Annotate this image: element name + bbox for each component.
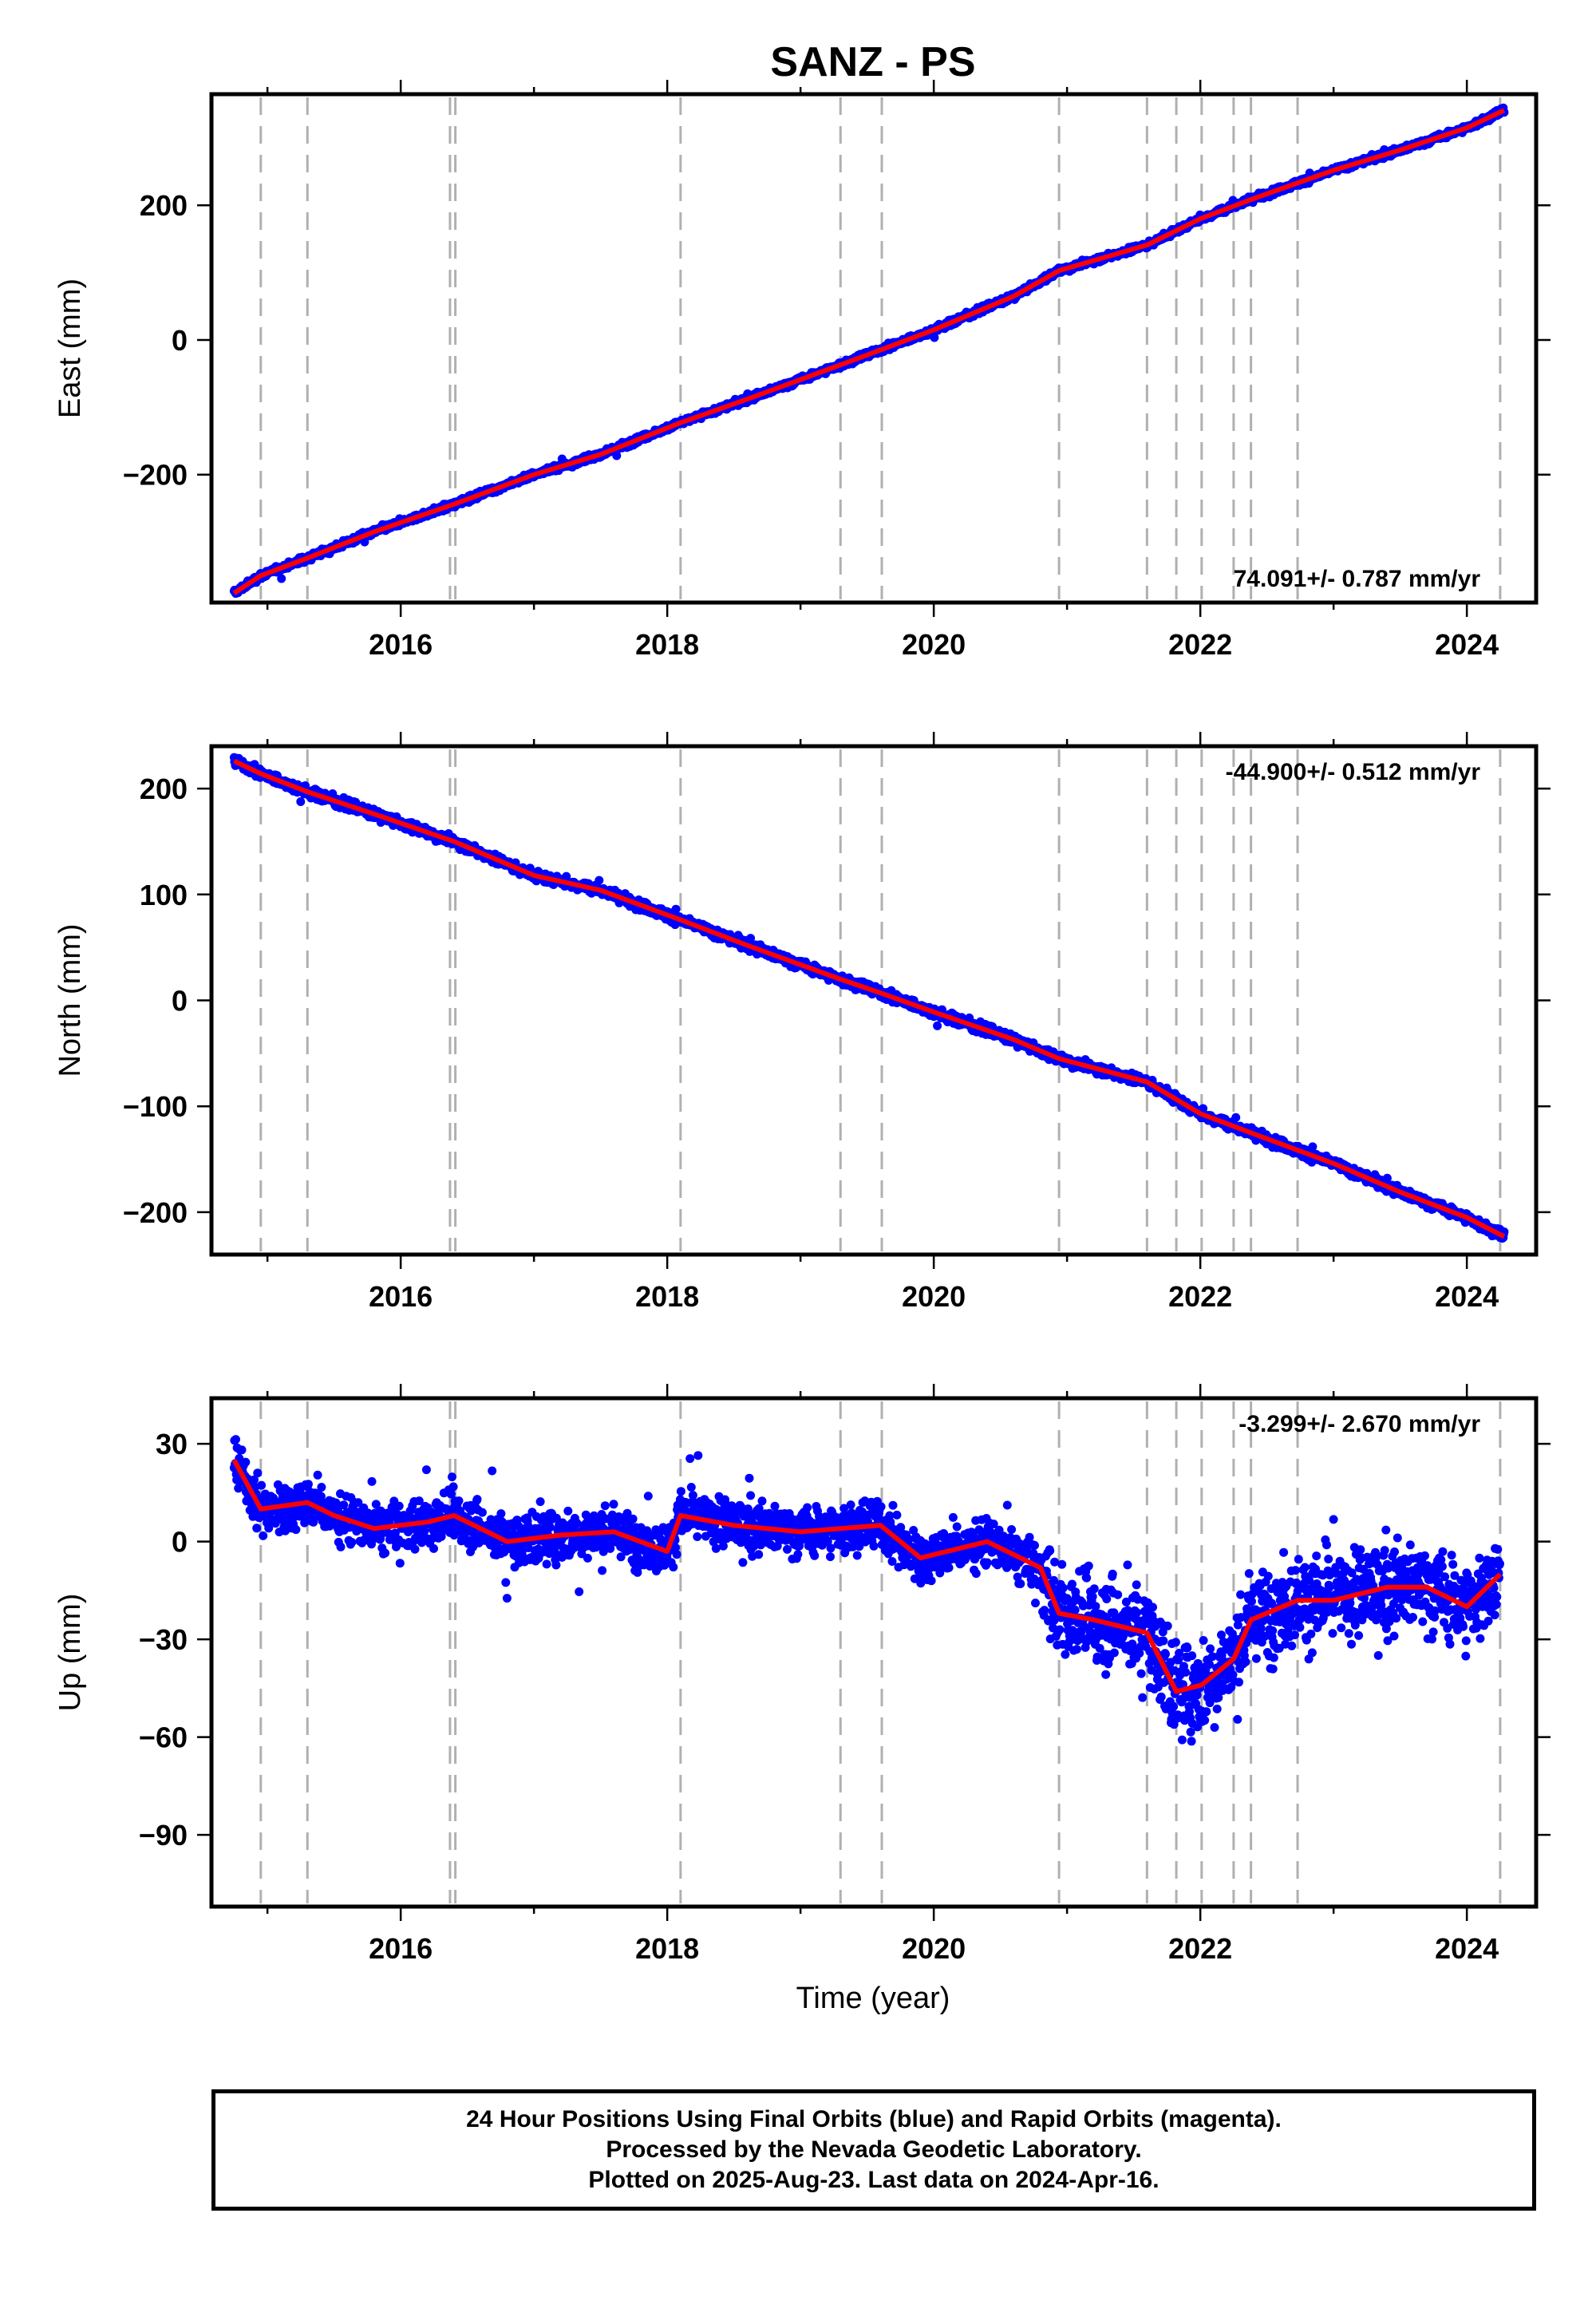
data-point: [296, 797, 306, 806]
y-tick-label: −200: [123, 459, 188, 492]
figure-title: SANZ - PS: [770, 39, 975, 85]
x-tick-label: 2016: [369, 628, 433, 661]
data-point: [671, 904, 681, 914]
y-tick-label: 200: [140, 189, 188, 222]
y-tick-label: 0: [172, 324, 188, 357]
data-point: [612, 451, 622, 460]
x-tick-label: 2022: [1168, 628, 1232, 661]
panel-north: 2016 2018 2020 2022 2024−200−1000100200North…: [53, 732, 1551, 1313]
x-tick-label: 2018: [635, 628, 699, 661]
panel-east: 2016 2018 2020 2022 2024 −200 0 200 East (mm) 74.…: [53, 80, 1551, 661]
data-point: [595, 875, 604, 885]
rate-label: 74.091+/- 0.787 mm/yr: [1234, 566, 1481, 592]
plot-frame: [209, 92, 1539, 605]
y-axis-label: East (mm): [53, 279, 87, 418]
north-points: [229, 753, 1509, 1243]
x-tick-label: 2024: [1435, 628, 1499, 661]
data-point: [930, 333, 939, 342]
data-point: [746, 934, 756, 943]
data-point: [933, 1021, 942, 1030]
x-tick-label: 2020: [902, 628, 966, 661]
east-model-line: [232, 108, 1506, 595]
data-point: [277, 574, 286, 583]
panels: 2016 2018 2020 2022 2024 −200 0 200 East (mm) 74.…: [53, 80, 1551, 1965]
